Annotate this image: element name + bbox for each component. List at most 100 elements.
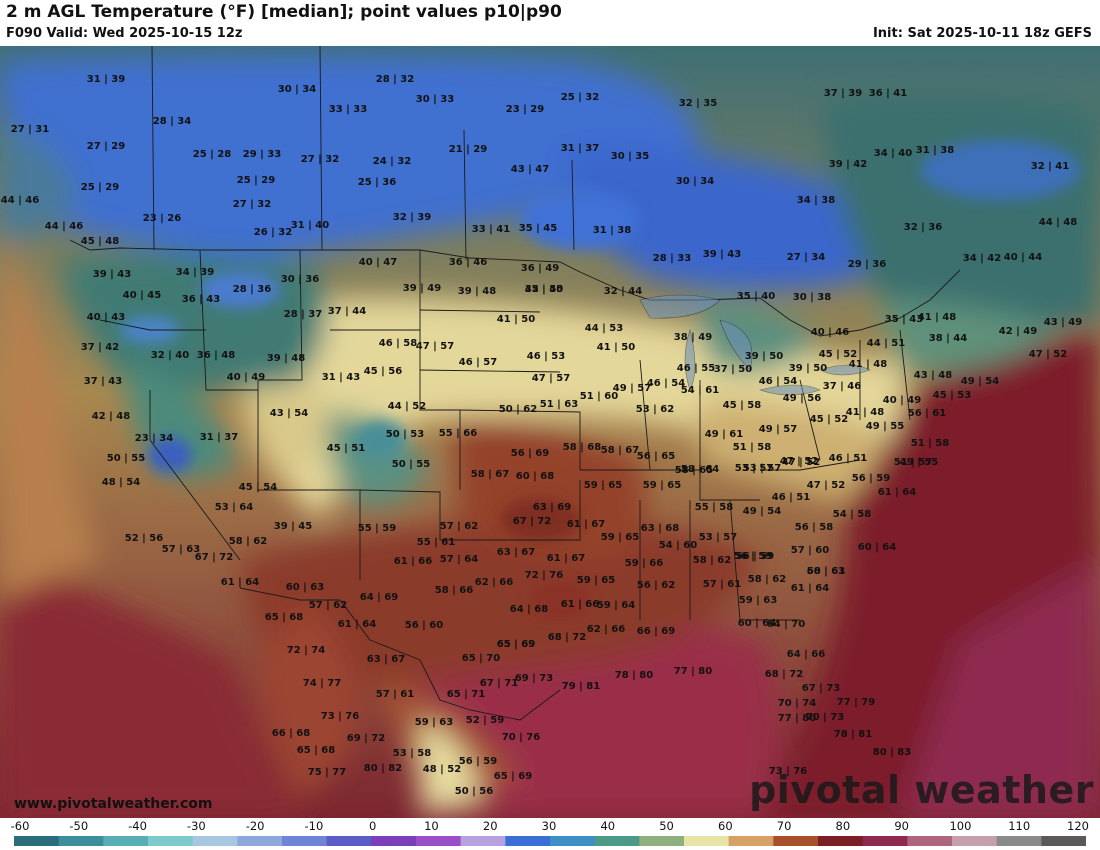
- point-value-label: 59 | 63: [415, 717, 453, 728]
- point-value-label: 30 | 36: [281, 274, 319, 285]
- point-value-label: 58 | 64: [681, 464, 719, 475]
- point-value-label: 64 | 66: [787, 649, 825, 660]
- point-value-label: 31 | 40: [291, 220, 329, 231]
- point-value-label: 41 | 50: [597, 342, 635, 353]
- color-scale-tick-label: 60: [718, 819, 733, 833]
- point-value-label: 55 | 61: [417, 537, 455, 548]
- point-value-label: 51 | 63: [540, 399, 578, 410]
- point-value-label: 42 | 50: [525, 284, 563, 295]
- point-value-label: 60 | 64: [858, 542, 896, 553]
- point-value-label: 56 | 62: [637, 580, 675, 591]
- point-value-label: 27 | 31: [11, 124, 49, 135]
- point-value-label: 49 | 56: [783, 393, 821, 404]
- color-scale-segment: [103, 836, 149, 846]
- point-value-label: 32 | 36: [904, 222, 942, 233]
- point-value-label: 25 | 28: [193, 149, 231, 160]
- point-value-label: 33 | 33: [329, 104, 367, 115]
- point-value-label: 54 | 58: [833, 509, 871, 520]
- color-scale-ticks: -60 -50 -40 -30 -20 -10 0 10 20 30 40 50 60 70 80 90 100…: [0, 818, 1100, 834]
- color-scale-tick-label: -30: [186, 819, 206, 833]
- color-scale-tick-label: 20: [482, 819, 498, 833]
- point-value-label: 53 | 62: [636, 404, 674, 415]
- point-value-label: 23 | 34: [135, 433, 173, 444]
- point-value-label: 47 | 52: [807, 480, 845, 491]
- color-scale-segment: [907, 836, 953, 846]
- point-value-label: 80 | 82: [364, 763, 402, 774]
- point-value-label: 58 | 62: [693, 555, 731, 566]
- temperature-field: [0, 55, 1100, 818]
- point-value-label: 45 | 51: [327, 443, 365, 454]
- point-value-label: 56 | 60: [405, 620, 443, 631]
- point-value-label: 65 | 69: [494, 771, 532, 782]
- point-value-label: 41 | 48: [918, 312, 956, 323]
- point-value-label: 36 | 41: [869, 88, 907, 99]
- point-value-label: 65 | 68: [265, 612, 303, 623]
- init-time: Init: Sat 2025-10-11 18z GEFS: [872, 26, 1092, 41]
- point-value-label: 45 | 48: [81, 236, 119, 247]
- point-value-label: 29 | 36: [848, 259, 886, 270]
- point-value-label: 63 | 67: [367, 654, 405, 665]
- point-value-label: 32 | 40: [151, 350, 189, 361]
- point-value-label: 60 | 68: [516, 471, 554, 482]
- point-value-label: 40 | 49: [883, 395, 921, 406]
- point-value-label: 44 | 52: [388, 401, 426, 412]
- point-values: 31 | 39 28 | 32 30 | 34 33 | 33 30 | 33 23 | …: [1, 74, 1082, 797]
- point-value-label: 25 | 29: [237, 175, 275, 186]
- point-value-label: 30 | 34: [278, 84, 316, 95]
- point-value-label: 45 | 54: [239, 482, 277, 493]
- point-value-label: 77 | 80: [778, 713, 816, 724]
- color-scale-segment: [862, 836, 908, 846]
- color-scale-tick-label: 110: [1008, 819, 1031, 833]
- point-value-label: 56 | 59: [852, 473, 890, 484]
- point-value-label: 61 | 67: [567, 519, 605, 530]
- point-value-label: 51 | 58: [733, 442, 771, 453]
- point-value-label: 53 | 57: [735, 463, 773, 474]
- point-value-label: 50 | 62: [499, 404, 537, 415]
- point-value-label: 61 | 67: [547, 553, 585, 564]
- point-value-label: 44 | 46: [1, 195, 39, 206]
- point-value-label: 68 | 72: [548, 632, 586, 643]
- brand-watermark: pivotal weather: [749, 768, 1094, 812]
- point-value-label: 47 | 57: [416, 341, 454, 352]
- point-value-label: 58 | 62: [229, 536, 267, 547]
- point-value-label: 27 | 32: [233, 199, 271, 210]
- point-value-label: 61 | 66: [394, 556, 432, 567]
- point-value-label: 49 | 54: [743, 506, 781, 517]
- color-scale-segment: [773, 836, 819, 846]
- point-value-label: 55 | 58: [695, 502, 733, 513]
- point-value-label: 60 | 64: [738, 618, 776, 629]
- point-value-label: 36 | 43: [182, 294, 220, 305]
- point-value-label: 47 | 57: [532, 373, 570, 384]
- point-value-label: 24 | 32: [373, 156, 411, 167]
- point-value-label: 40 | 44: [1004, 252, 1042, 263]
- point-value-label: 44 | 46: [45, 221, 83, 232]
- point-value-label: 25 | 36: [358, 177, 396, 188]
- point-value-label: 46 | 51: [772, 492, 810, 503]
- point-value-label: 40 | 43: [87, 312, 125, 323]
- point-value-label: 35 | 40: [737, 291, 775, 302]
- color-scale-tick-label: -10: [304, 819, 324, 833]
- point-value-label: 50 | 56: [455, 786, 493, 797]
- point-value-label: 37 | 46: [823, 381, 861, 392]
- point-value-label: 36 | 46: [449, 257, 487, 268]
- point-value-label: 49 | 55: [900, 457, 938, 468]
- color-scale-segment: [460, 836, 506, 846]
- color-scale-segment: [416, 836, 462, 846]
- point-value-label: 65 | 70: [462, 653, 500, 664]
- temperature-map: 31 | 39 28 | 32 30 | 34 33 | 33 30 | 33 23 | …: [0, 46, 1100, 818]
- color-scale-tick-label: 80: [835, 819, 851, 833]
- point-value-label: 51 | 58: [911, 438, 949, 449]
- point-value-label: 46 | 54: [759, 376, 797, 387]
- point-value-label: 31 | 39: [87, 74, 125, 85]
- point-value-label: 31 | 37: [561, 143, 599, 154]
- point-value-label: 26 | 32: [254, 227, 292, 238]
- point-value-label: 63 | 69: [533, 502, 571, 513]
- point-value-label: 50 | 55: [392, 459, 430, 470]
- point-value-label: 59 | 65: [601, 532, 639, 543]
- point-value-label: 54 | 61: [681, 385, 719, 396]
- point-value-label: 70 | 73: [806, 712, 844, 723]
- point-value-label: 64 | 70: [767, 619, 805, 630]
- point-value-label: 37 | 43: [84, 376, 122, 387]
- point-value-label: 59 | 65: [643, 480, 681, 491]
- color-scale-segment: [728, 836, 774, 846]
